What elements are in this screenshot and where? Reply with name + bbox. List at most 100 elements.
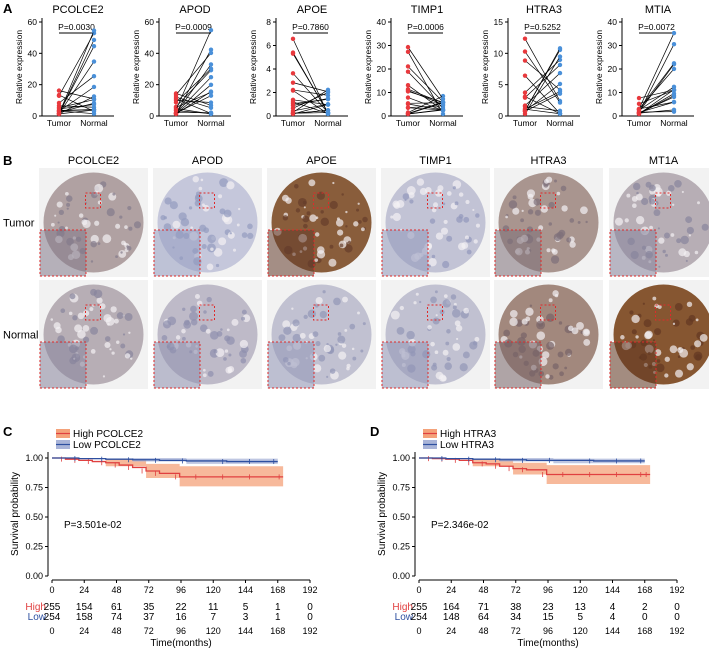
- tissue-texture: [435, 314, 438, 317]
- tumor-point: [522, 36, 528, 41]
- tissue-texture: [655, 363, 665, 373]
- risk-count: 23: [542, 602, 554, 613]
- zoom-inset-border: [267, 341, 315, 389]
- tissue-texture: [172, 220, 181, 229]
- tissue-texture: [546, 313, 555, 322]
- tissue-texture: [679, 348, 689, 358]
- tumor-point: [290, 51, 296, 56]
- pair-line: [524, 72, 561, 106]
- tissue-texture: [658, 237, 665, 244]
- km-x-axis-label: Time(months): [150, 638, 211, 649]
- y-tick-label: 4: [266, 64, 271, 74]
- tumor-point: [522, 94, 528, 99]
- tissue-texture: [632, 182, 641, 191]
- normal-point: [557, 46, 563, 51]
- pair-line: [175, 84, 212, 115]
- tissue-texture: [536, 331, 546, 341]
- zoom-inset: [382, 342, 428, 388]
- tissue-texture: [463, 216, 470, 223]
- tissue-texture: [215, 263, 220, 268]
- pair-line: [175, 98, 212, 114]
- tissue-texture: [631, 314, 640, 324]
- normal-point: [91, 59, 97, 64]
- tissue-texture: [55, 326, 62, 334]
- risk-row-label: High: [392, 602, 413, 613]
- tissue-texture: [527, 193, 534, 200]
- tumor-point: [405, 69, 411, 74]
- tissue-texture: [652, 296, 657, 301]
- pair-line: [407, 101, 444, 114]
- km-y-tick-label: 0.25: [25, 542, 43, 552]
- tissue-texture: [201, 243, 207, 250]
- tissue-texture: [175, 335, 181, 340]
- pair-line: [407, 102, 444, 115]
- risk-count: 34: [510, 612, 522, 623]
- normal-point: [440, 96, 446, 102]
- tissue-texture: [127, 205, 132, 211]
- tissue-texture: [188, 206, 193, 210]
- pair-line: [638, 63, 675, 113]
- risk-x-tick-label: 72: [511, 626, 521, 636]
- tissue-texture: [278, 334, 286, 342]
- km-x-tick-label: 144: [605, 585, 620, 595]
- tissue-texture: [392, 200, 400, 208]
- pair-line: [292, 89, 329, 113]
- pair-line: [638, 86, 675, 111]
- pair-line: [638, 109, 675, 114]
- tissue-texture: [344, 244, 353, 253]
- tissue-texture: [548, 374, 554, 380]
- tissue-texture: [534, 209, 541, 216]
- tissue-texture: [434, 189, 443, 197]
- tissue-texture: [399, 305, 405, 311]
- pair-line: [292, 103, 329, 112]
- tissue-texture: [121, 240, 126, 246]
- tissue-texture: [335, 219, 344, 227]
- risk-count: 7: [210, 612, 216, 623]
- legend-label-high: High PCOLCE2: [73, 429, 143, 440]
- tumor-point: [290, 36, 296, 42]
- tissue-texture: [219, 178, 229, 188]
- tumor-point: [405, 83, 411, 88]
- ihc-row-label: Normal: [3, 330, 38, 342]
- pair-line: [407, 66, 444, 103]
- tissue-texture: [111, 351, 115, 355]
- tissue-texture: [282, 320, 291, 329]
- km-survival-curve: [52, 457, 278, 463]
- tumor-point: [56, 88, 62, 93]
- tissue-texture: [226, 181, 235, 190]
- x-tick-normal: Normal: [546, 118, 574, 128]
- tissue-texture: [94, 220, 100, 226]
- x-tick-normal: Normal: [660, 118, 688, 128]
- y-axis-label: Relative expression: [594, 30, 604, 104]
- tissue-texture: [547, 347, 550, 350]
- tissue-texture: [669, 345, 678, 354]
- pair-line: [407, 91, 444, 103]
- tissue-texture: [390, 310, 400, 320]
- tissue-texture: [97, 242, 101, 246]
- normal-point: [208, 89, 214, 94]
- pair-line: [58, 109, 95, 115]
- risk-count: 13: [575, 602, 587, 613]
- y-tick-label: 20: [377, 64, 387, 74]
- pair-line: [407, 107, 444, 111]
- tumor-point: [56, 108, 62, 114]
- tissue-texture: [445, 341, 450, 346]
- legend-label-high: High HTRA3: [440, 429, 497, 440]
- normal-point: [91, 74, 97, 79]
- tissue-texture: [242, 314, 251, 323]
- tissue-texture: [82, 325, 90, 332]
- normal-point: [208, 74, 214, 80]
- pair-line: [407, 109, 444, 115]
- panel-label-d: D: [370, 424, 379, 439]
- tissue-texture: [217, 194, 223, 199]
- pair-line: [292, 104, 329, 115]
- ihc-column-title: APOE: [306, 155, 337, 167]
- risk-count: 255: [44, 602, 61, 613]
- normal-point: [208, 66, 214, 71]
- km-survival-curve: [52, 457, 284, 478]
- tissue-texture: [452, 343, 461, 351]
- tissue-texture: [57, 221, 60, 224]
- pair-line: [58, 86, 95, 112]
- pair-line: [524, 93, 561, 112]
- normal-point: [557, 70, 563, 76]
